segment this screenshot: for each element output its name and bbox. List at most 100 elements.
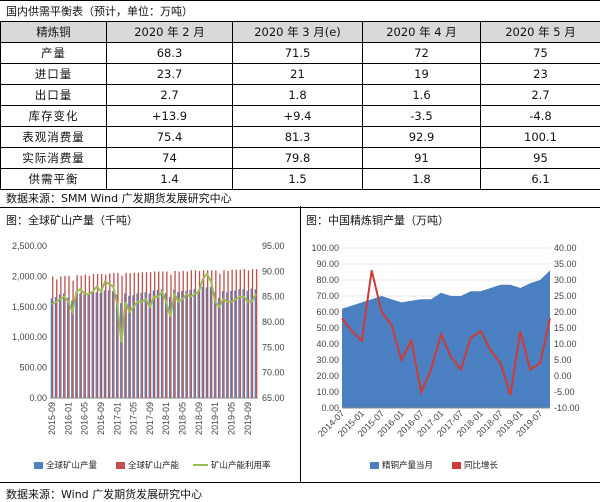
mine-output-bar [83,294,85,398]
mine-capacity-bar [174,270,176,398]
y-right-tick-label: 90.00 [262,266,285,276]
mine-capacity-bar [207,270,209,398]
mine-capacity-bar [162,271,164,398]
bottom-source-note: 数据来源：Wind 广发期货发展研究中心 [6,488,203,501]
mine-output-bar [111,290,114,398]
row-label: 供需平衡 [0,168,107,190]
table-row: 进口量 23.7 21 19 23 [0,63,600,85]
mine-capacity-bar [141,272,144,398]
table-cell: 23.7 [106,63,233,85]
mine-output-bar [164,292,167,398]
table-title: 国内供需平衡表（预计，单位：万吨） [0,0,600,21]
mine-output-bar [238,289,240,398]
x-tick-label: 2016-09 [96,402,106,435]
table-cell: 81.3 [232,126,363,148]
mine-capacity-bar [129,273,131,398]
x-tick-label: 2015-09 [47,402,57,435]
mine-capacity-bar [88,275,91,398]
table-cell: 2.7 [106,84,233,106]
row-label: 表观消费量 [0,126,107,148]
row-label: 出口量 [0,84,107,106]
table-cell: 1.8 [232,84,363,106]
mine-output-bar [160,289,163,398]
mine-output-bar [181,290,183,398]
table-row: 实际消费量 74 79.8 91 95 [0,147,600,169]
y-right-tick-label: 25.00 [554,291,577,301]
mine-output-bar [213,292,216,398]
table-cell: 68.3 [106,42,233,64]
mine-output-bar [193,289,195,398]
legend-swatch-mine-output [34,462,43,469]
mine-capacity-bar [154,271,156,398]
header-cell: 2020 年 5 月 [480,21,600,43]
table-cell: 19 [362,63,481,85]
mine-capacity-bar [68,275,70,398]
mine-output-bar [71,300,73,398]
mine-capacity-bar [251,269,254,398]
table-cell: 75 [480,42,600,64]
mine-output-bar [177,292,179,398]
row-label: 进口量 [0,63,107,85]
mine-capacity-bar [117,272,119,398]
table-cell: 72 [362,42,481,64]
table-cell: 1.6 [362,84,481,106]
legend-label-mine-capacity: 全球矿山产能 [128,460,180,471]
y-right-tick-label: -10.00 [554,403,580,413]
mine-output-bar [254,289,256,398]
mine-output-bar [234,290,236,398]
mine-output-bar [230,290,232,398]
mine-output-bar [132,295,134,398]
table-cell: 1.8 [362,168,481,190]
y-right-tick-label: 20.00 [554,307,577,317]
mine-capacity-bar [219,273,221,398]
y-right-tick-label: 30.00 [554,275,577,285]
mine-capacity-bar [52,276,54,398]
y-left-tick-label: 20.00 [316,371,339,381]
table-cell: 2.7 [480,84,600,106]
supply-demand-table: 精炼铜 2020 年 2 月 2020 年 3 月(e) 2020 年 4 月 … [0,21,600,190]
y-right-tick-label: 10.00 [554,339,577,349]
mine-output-bar [99,292,101,398]
legend-swatch-refined-output [370,462,379,469]
y-left-tick-label: 2,000.00 [12,271,47,281]
table-cell: 23 [480,63,600,85]
legend-label-utilization: 矿山产能利用率 [211,460,271,471]
y-left-tick-label: 80.00 [316,275,339,285]
mine-output-bar [58,294,61,398]
china-refined-copper-chart: 0.00 10.00 20.00 30.00 40.00 50.00 60.00 70.00 8… [311,243,580,471]
mine-capacity-bar [80,275,82,398]
mine-output-bar [250,288,252,398]
mine-output-bar [226,292,228,398]
mine-output-bar [87,293,89,398]
mine-output-bar [124,293,126,398]
table-cell: 74 [106,147,233,169]
y-right-tick-label: 40.00 [554,243,577,253]
x-tick-label: 2016-05 [80,402,90,435]
mine-output-bar [197,289,199,398]
mine-capacity-bar [186,271,188,398]
mine-output-bar [152,290,154,398]
mine-output-bar [185,290,187,398]
table-header-row: 精炼铜 2020 年 2 月 2020 年 3 月(e) 2020 年 4 月 … [0,21,600,43]
mine-output-bar [136,293,138,398]
mine-output-bar [189,289,191,398]
y-left-tick-label: 100.00 [311,243,339,253]
mine-capacity-bar [194,270,197,398]
mine-output-bar [205,287,208,398]
mine-capacity-bar [202,270,205,398]
mine-capacity-bar [170,274,172,398]
mine-output-bar [103,290,106,398]
y-left-tick-label: 2,500.00 [12,241,47,251]
x-tick-label: 2019-05 [226,402,236,435]
table-cell: 100.1 [480,126,600,148]
mine-output-bar [246,290,248,398]
y-right-tick-label: 85.00 [262,292,285,302]
mine-capacity-bar [56,279,58,398]
x-tick-label: 2017-09 [145,402,155,435]
mine-output-bar [120,303,122,398]
mine-capacity-bar [72,280,74,398]
mine-output-bar [156,289,159,398]
mine-capacity-bar [166,271,168,398]
mine-capacity-bar [145,272,148,398]
table-row: 出口量 2.7 1.8 1.6 2.7 [0,84,600,106]
